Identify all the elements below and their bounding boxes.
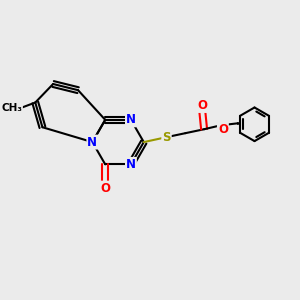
Text: S: S (162, 130, 171, 144)
Text: N: N (87, 136, 98, 148)
Text: CH₃: CH₃ (1, 103, 22, 113)
Text: O: O (218, 123, 228, 136)
Text: O: O (100, 182, 110, 195)
Text: N: N (126, 113, 136, 126)
Text: O: O (197, 99, 207, 112)
Text: N: N (126, 158, 136, 171)
